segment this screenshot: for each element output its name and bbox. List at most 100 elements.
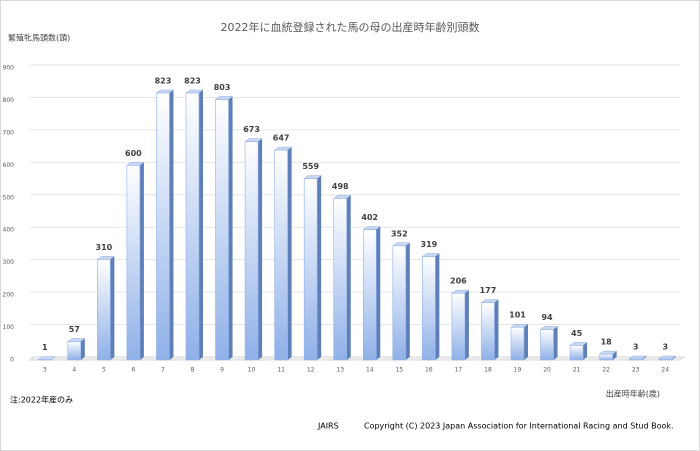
bar-side [317,175,322,360]
bar-side [346,195,351,360]
value-label: 559 [302,162,319,171]
bar [451,292,466,361]
bar [628,358,643,361]
bar-side [553,326,558,360]
copyright: Copyright (C) 2023 Japan Association for… [364,422,674,431]
bar [510,326,525,361]
y-tick-label: 500 [3,194,15,201]
value-label: 18 [601,338,613,347]
value-label: 3 [633,343,639,352]
bar-side [80,338,85,360]
x-tick-label: 4 [72,367,76,374]
y-tick-label: 600 [3,162,15,169]
bar-side [524,324,528,360]
x-tick-label: 22 [602,367,610,374]
bar [392,245,407,361]
value-label: 1 [42,343,48,352]
x-tick-label: 13 [336,367,344,374]
bar [67,341,82,361]
value-label: 823 [184,76,201,85]
x-tick-label: 15 [395,367,403,374]
value-label: 647 [273,134,290,143]
y-tick-label: 300 [3,259,15,266]
value-label: 177 [480,286,497,295]
x-axis-label: 出産時年齢(歳) [606,389,660,399]
value-label: 498 [332,182,349,191]
y-tick-label: 200 [3,292,15,299]
value-label: 600 [125,149,142,158]
bar-side [110,256,115,360]
bar [185,92,200,361]
x-tick-label: 6 [131,367,135,374]
bar [599,353,613,361]
bar-side [258,138,263,360]
bar [422,256,436,361]
x-tick-label: 20 [543,367,551,374]
x-tick-label: 3 [43,367,47,374]
bar [97,259,111,361]
bar [303,178,318,361]
x-tick-label: 9 [220,367,224,374]
bar [362,229,377,361]
x-tick-label: 23 [632,367,640,374]
y-axis-label: 繁殖牝馬頭数(頭) [8,33,70,43]
x-tick-label: 12 [307,367,315,374]
x-tick-label: 16 [425,367,433,374]
value-label: 319 [421,240,438,249]
note: 注:2022年産のみ [10,395,73,405]
bar-side [169,89,174,360]
x-tick-label: 11 [277,367,285,374]
bar [481,302,495,361]
y-tick-label: 800 [3,97,15,104]
x-tick-label: 8 [191,367,195,374]
y-tick-label: 900 [3,65,15,72]
bar [540,329,554,361]
value-label: 823 [155,76,172,85]
bar [658,358,673,361]
bar-side [583,342,588,360]
value-label: 3 [662,343,668,352]
value-label: 352 [391,229,408,238]
y-tick-label: 400 [3,227,15,234]
x-tick-label: 19 [514,367,522,374]
y-tick-label: 0 [10,357,14,364]
x-tick-label: 5 [102,367,106,374]
bar [244,141,259,361]
bar-side [199,89,203,360]
bar [215,99,229,361]
bar-side [494,299,499,360]
value-label: 57 [69,325,80,334]
x-tick-label: 24 [661,367,669,374]
x-tick-label: 21 [573,367,581,374]
value-label: 206 [450,277,467,286]
bar-side [139,162,144,360]
bar-side [228,96,233,361]
bar [274,149,288,361]
bar [126,165,141,361]
value-label: 310 [96,243,113,252]
bar-side [405,242,410,360]
y-tick-label: 700 [3,129,15,136]
value-label: 673 [243,125,260,134]
bar-side [464,290,469,360]
chart-title: 2022年に血統登録された馬の母の出産時年齢別頭数 [221,20,480,34]
value-label: 94 [541,313,553,322]
bar [333,198,348,361]
value-label: 45 [571,329,583,338]
logo: JAIRS [317,422,339,431]
x-tick-label: 17 [455,367,463,374]
x-tick-label: 10 [248,367,256,374]
x-tick-label: 7 [161,367,165,374]
bar-side [435,253,440,360]
x-tick-label: 14 [366,367,374,374]
value-label: 803 [214,83,231,92]
bar-side [287,147,292,360]
value-label: 402 [361,213,378,222]
bar-side [612,351,617,360]
bar [569,345,584,361]
bar [156,92,170,361]
bar-side [376,226,381,360]
x-tick-label: 18 [484,367,492,374]
value-label: 101 [509,311,526,320]
